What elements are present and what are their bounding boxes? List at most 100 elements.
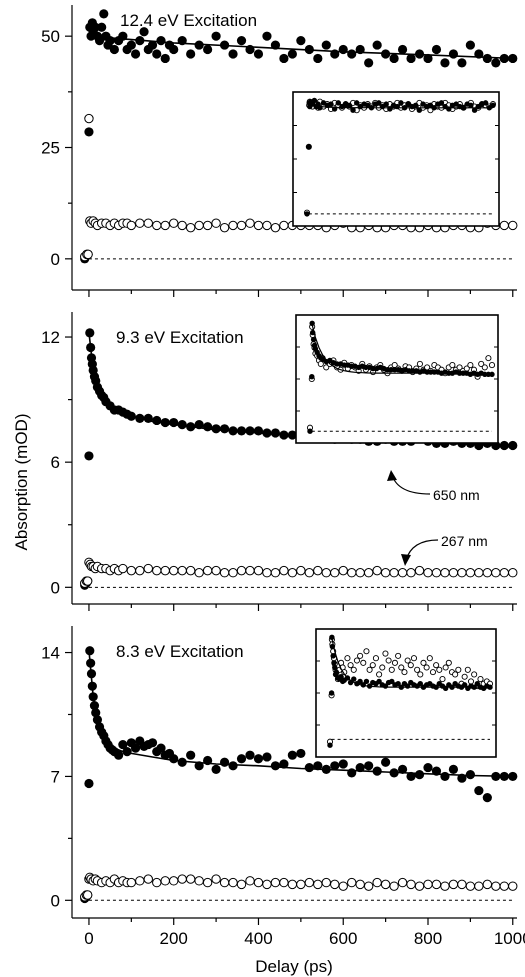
data-point-open: [448, 568, 459, 578]
data-point-open: [304, 877, 315, 888]
data-point-open: [330, 879, 340, 890]
data-point-filled: [186, 750, 196, 760]
data-point-open: [380, 568, 391, 578]
data-point-open: [160, 565, 170, 576]
data-point-filled: [406, 771, 416, 782]
data-point-open: [211, 218, 221, 228]
inset-point-open: [485, 355, 492, 362]
inset-point-open: [478, 360, 485, 367]
data-point-filled: [219, 424, 230, 434]
data-point-filled: [448, 764, 459, 774]
data-point-open: [270, 222, 281, 233]
inset-point-filled: [461, 682, 468, 688]
inset-point-open: [323, 364, 330, 371]
data-point-filled: [169, 754, 179, 764]
data-point-filled: [397, 764, 408, 774]
inset-point-open: [455, 666, 462, 673]
inset-point-open: [426, 655, 433, 662]
data-point-open: [126, 220, 137, 231]
data-point-open: [126, 877, 137, 888]
data-point-open: [185, 874, 196, 884]
y-tick-label: 0: [51, 250, 60, 269]
inset-point-open: [357, 652, 364, 659]
inset-1: [292, 91, 500, 227]
panel-title: 12.4 eV Excitation: [120, 11, 257, 30]
data-point-open: [82, 890, 93, 900]
data-point-filled: [122, 747, 132, 757]
inset-point-open: [436, 666, 443, 673]
inset-point-open: [414, 666, 421, 673]
inset-point-open: [452, 671, 459, 678]
inset-point-open: [366, 666, 373, 673]
y-tick-label: 14: [41, 644, 60, 663]
inset-point-open: [382, 650, 389, 657]
data-point-filled: [118, 739, 128, 750]
annotation-267nm: 267 nm: [441, 533, 488, 549]
data-point-open: [253, 565, 264, 576]
data-point-filled: [347, 49, 357, 59]
inset-point-open: [417, 671, 424, 678]
data-point-filled: [84, 778, 94, 789]
data-point-filled: [381, 757, 391, 767]
inset-point-filled: [307, 428, 313, 434]
data-point-filled: [99, 9, 109, 19]
data-point-open: [397, 568, 408, 578]
data-point-open: [389, 881, 399, 891]
data-point-open: [423, 879, 433, 890]
data-point-open: [330, 568, 340, 578]
data-point-filled: [169, 44, 179, 55]
data-point-open: [474, 881, 484, 891]
data-point-open: [177, 565, 187, 576]
data-point-filled: [253, 426, 264, 436]
data-point-open: [321, 877, 331, 888]
inset-point-open: [350, 666, 357, 673]
data-point-open: [270, 568, 281, 578]
data-point-open: [363, 568, 374, 578]
data-point-open: [414, 565, 425, 576]
data-point-filled: [211, 31, 221, 41]
annotation-arrow-267nm: [405, 539, 439, 561]
data-point-open: [219, 568, 230, 578]
data-point-filled: [465, 770, 475, 780]
inset-point-filled: [328, 690, 335, 696]
inset-point-open: [439, 676, 446, 683]
data-point-open: [152, 877, 162, 888]
data-point-filled: [262, 31, 272, 41]
data-point-open: [389, 568, 399, 578]
inset-point-open: [416, 360, 423, 367]
data-point-filled: [389, 53, 399, 64]
data-point-open: [491, 568, 501, 578]
data-point-open: [228, 220, 238, 231]
data-point-open: [152, 220, 162, 231]
data-point-filled: [90, 22, 100, 32]
annotation-arrowhead-267nm: [401, 554, 411, 566]
data-point-filled: [338, 759, 348, 769]
data-point-filled: [84, 127, 94, 137]
data-point-open: [397, 877, 408, 888]
inset-point-open: [471, 671, 478, 678]
data-point-filled: [296, 748, 306, 759]
y-tick-label: 0: [51, 891, 60, 910]
data-point-open: [287, 568, 298, 578]
inset-point-open: [347, 662, 354, 669]
data-point-open: [245, 876, 255, 886]
data-point-open: [169, 876, 179, 886]
data-point-filled: [109, 44, 119, 55]
data-point-filled: [194, 40, 204, 50]
inset-point-open: [461, 673, 468, 680]
panel-title: 8.3 eV Excitation: [116, 642, 244, 661]
inset-point-filled: [346, 102, 353, 109]
inset-point-open: [404, 657, 411, 664]
x-tick-label: 800: [414, 929, 442, 948]
data-point-filled: [114, 750, 124, 760]
data-point-open: [236, 879, 247, 890]
data-point-open: [448, 879, 459, 890]
data-point-filled: [152, 415, 162, 426]
inset-point-filled: [376, 100, 382, 106]
data-point-filled: [245, 426, 255, 436]
inset-point-open: [360, 659, 367, 666]
data-point-open: [160, 876, 170, 886]
inset-point-filled: [309, 373, 315, 380]
inset-point-open: [407, 662, 414, 669]
